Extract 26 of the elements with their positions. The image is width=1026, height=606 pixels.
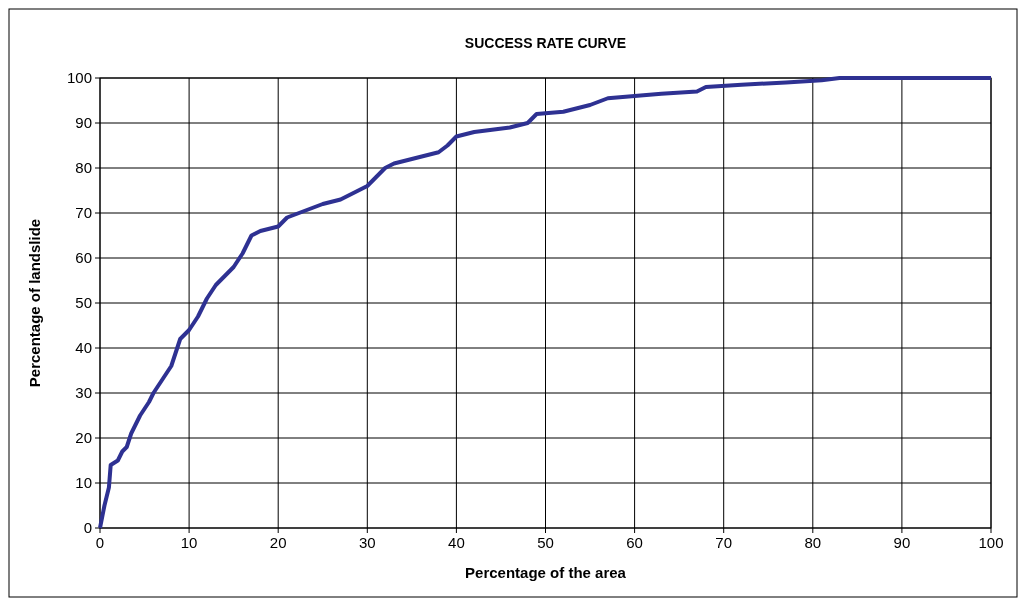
y-tick-label: 90 [75, 114, 92, 131]
y-tick-label: 10 [75, 474, 92, 491]
y-tick-label: 70 [75, 204, 92, 221]
x-tick-label: 90 [893, 534, 911, 551]
y-tick-label: 50 [75, 294, 92, 311]
x-tick-label: 30 [358, 534, 376, 551]
x-tick-label: 40 [448, 534, 465, 551]
x-tick-label: 70 [715, 534, 733, 551]
y-tick-label: 100 [66, 69, 92, 86]
x-tick-label: 80 [804, 534, 822, 551]
chart-title: SUCCESS RATE CURVE [464, 35, 627, 51]
y-axis-title: Percentage of landslide [26, 218, 43, 388]
y-tick-label: 0 [83, 519, 92, 536]
x-tick-label: 100 [978, 534, 1004, 551]
x-tick-label: 20 [269, 534, 287, 551]
y-tick-label: 30 [75, 384, 92, 401]
y-tick-label: 60 [75, 249, 92, 266]
x-tick-label: 50 [537, 534, 554, 551]
x-tick-label: 0 [95, 534, 105, 551]
x-axis-title: Percentage of the area [465, 564, 627, 581]
x-tick-label: 60 [626, 534, 643, 551]
y-tick-label: 40 [75, 339, 92, 356]
y-tick-label: 20 [75, 429, 92, 446]
x-tick-label: 10 [180, 534, 198, 551]
y-tick-label: 80 [75, 159, 92, 176]
line-series [98, 76, 993, 530]
